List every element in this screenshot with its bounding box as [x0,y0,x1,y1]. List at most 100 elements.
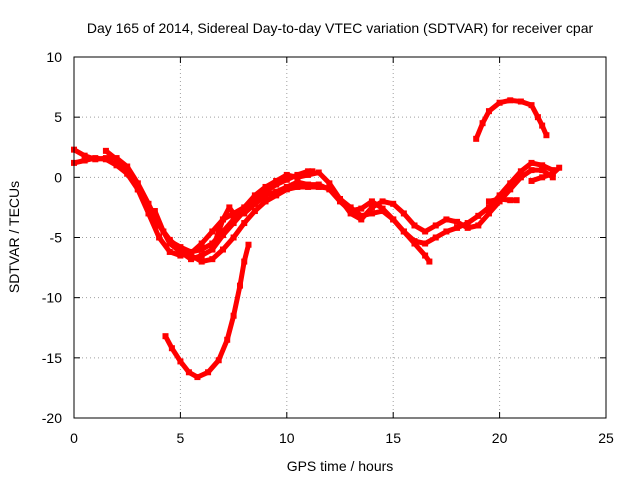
data-point [145,210,152,217]
data-point [528,167,535,174]
data-point [188,250,195,257]
data-point [294,183,301,190]
data-point [326,180,333,187]
data-point [549,167,556,174]
data-point [102,147,109,154]
axis-ticks [73,56,607,419]
data-point [496,99,503,106]
series-track-7 [473,97,550,142]
data-point [539,174,546,181]
data-point [528,159,535,166]
data-point [273,188,280,195]
data-point [124,168,131,175]
data-point [485,204,492,211]
data-point [432,234,439,241]
data-point [273,181,280,188]
data-point [347,208,354,215]
data-point [198,252,205,259]
data-point [283,176,290,183]
data-point [92,156,99,163]
data-point [113,162,120,169]
data-point [400,210,407,217]
data-point [422,228,429,235]
data-point [224,336,231,343]
data-point [124,163,131,170]
data-point [358,205,365,212]
data-point [368,198,375,205]
data-point [273,192,280,199]
data-point [309,168,316,175]
data-point [219,232,226,239]
data-point [241,220,248,227]
data-point [215,228,222,235]
x-axis-label: GPS time / hours [287,458,394,474]
data-point [315,169,322,176]
data-point [215,357,222,364]
data-point [251,192,258,199]
data-point [209,228,216,235]
data-point [230,234,237,241]
y-tick-label: 10 [46,49,62,65]
data-point [283,183,290,190]
data-point [305,171,312,178]
data-point [507,180,514,187]
data-point [262,198,269,205]
data-point [539,122,546,129]
data-point [556,164,563,171]
data-point [485,210,492,217]
data-point [358,212,365,219]
data-point [156,234,163,241]
data-point [368,204,375,211]
data-point [454,218,461,225]
data-point [479,120,486,127]
data-point [219,216,226,223]
series-track-8 [528,164,563,184]
data-point [262,192,269,199]
data-point [262,183,269,190]
data-point [230,220,237,227]
data-point [198,246,205,253]
y-tick-label: -20 [42,410,62,426]
data-point [411,222,418,229]
data-point [528,102,535,109]
data-point [485,108,492,115]
tick-labels: 0 5 10 15 20 25 10 5 0 -5 -10 -15 -20 [42,49,614,446]
chart-title: Day 165 of 2014, Sidereal Day-to-day VTE… [87,20,594,36]
data-point [245,241,252,248]
data-point [262,188,269,195]
data-point [198,240,205,247]
data-point [209,246,216,253]
data-point [162,333,169,340]
data-point [205,369,212,376]
data-point [422,252,429,259]
data-point [528,177,535,184]
data-point [411,240,418,247]
data-point [347,204,354,211]
data-point [507,186,514,193]
x-tick-label: 5 [177,430,185,446]
x-tick-label: 15 [385,430,401,446]
y-tick-label: 5 [54,109,62,125]
data-point [426,258,433,265]
data-point [294,174,301,181]
data-point [305,181,312,188]
y-tick-label: -15 [42,350,62,366]
data-point [188,256,195,263]
series-track-5 [209,192,269,253]
data-point [443,216,450,223]
data-point [337,198,343,205]
data-point [517,98,524,105]
data-point [134,180,141,187]
data-point [198,258,205,265]
series-track-9 [485,195,520,205]
data-point [219,246,226,253]
data-point [294,179,301,186]
data-point [485,198,492,205]
x-tick-label: 25 [598,430,614,446]
data-point [168,345,175,352]
data-point [379,205,386,212]
data-point [236,282,243,289]
data-point [379,198,386,205]
data-point [464,220,471,227]
